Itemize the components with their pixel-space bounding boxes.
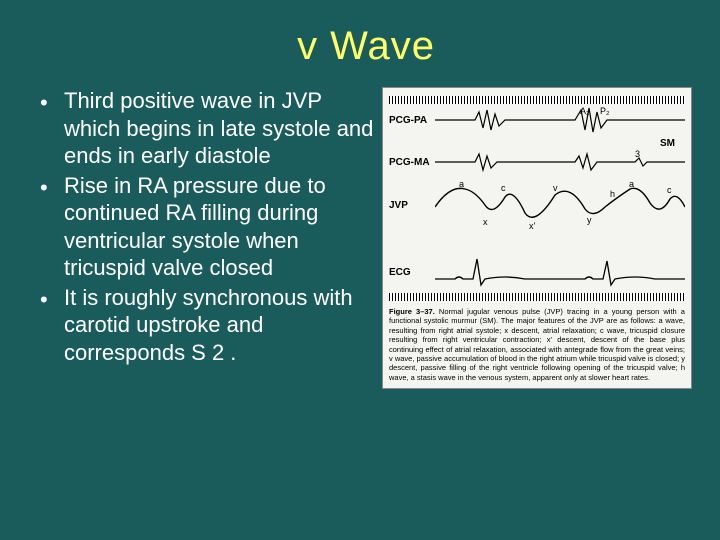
content-row: • Third positive wave in JVP which begin… xyxy=(40,87,692,389)
waveform-pcg-pa: A₂ P₂ xyxy=(435,106,685,134)
slide-root: v Wave • Third positive wave in JVP whic… xyxy=(0,0,720,540)
caption-body: Normal jugular venous pulse (JVP) tracin… xyxy=(389,307,685,382)
label-p2: P₂ xyxy=(600,106,610,116)
figure-panel: PCG-PA A₂ P₂ SM PCG-MA 3 JVP xyxy=(382,87,692,389)
slide-title: v Wave xyxy=(40,24,692,69)
jvp-marker: v xyxy=(553,183,558,193)
bullet-dot: • xyxy=(40,172,64,282)
bullet-dot: • xyxy=(40,87,64,170)
waveform-jvp: a c x x' v y h a c xyxy=(435,177,685,233)
waveform-pcg-ma: 3 xyxy=(435,149,685,175)
caption-lead: Figure 3–37. xyxy=(389,307,435,316)
label-jvp: JVP xyxy=(389,200,431,211)
bullet-text: It is roughly synchronous with carotid u… xyxy=(64,284,374,367)
label-pcg-ma: PCG-MA xyxy=(389,157,431,168)
tick-bar-bottom xyxy=(389,293,685,301)
figure-caption: Figure 3–37. Normal jugular venous pulse… xyxy=(389,307,685,382)
jvp-marker: h xyxy=(610,189,615,199)
list-item: • Third positive wave in JVP which begin… xyxy=(40,87,374,170)
jvp-marker: c xyxy=(501,183,506,193)
jvp-marker: a xyxy=(459,179,464,189)
bullet-list: • Third positive wave in JVP which begin… xyxy=(40,87,374,389)
jvp-marker: c xyxy=(667,185,672,195)
jvp-marker: a xyxy=(629,179,634,189)
list-item: • It is roughly synchronous with carotid… xyxy=(40,284,374,367)
bullet-text: Rise in RA pressure due to continued RA … xyxy=(64,172,374,282)
waveform-ecg xyxy=(435,255,685,289)
jvp-marker: x xyxy=(483,217,488,227)
label-pcg-pa: PCG-PA xyxy=(389,115,431,126)
jvp-marker: y xyxy=(587,215,592,225)
label-ecg: ECG xyxy=(389,267,431,278)
tick-bar-top xyxy=(389,96,685,104)
label-sm: SM xyxy=(393,138,675,149)
label-a2: A₂ xyxy=(580,106,590,116)
bullet-dot: • xyxy=(40,284,64,367)
jvp-marker: x' xyxy=(529,221,536,231)
bullet-text: Third positive wave in JVP which begins … xyxy=(64,87,374,170)
label-3: 3 xyxy=(635,149,640,159)
list-item: • Rise in RA pressure due to continued R… xyxy=(40,172,374,282)
